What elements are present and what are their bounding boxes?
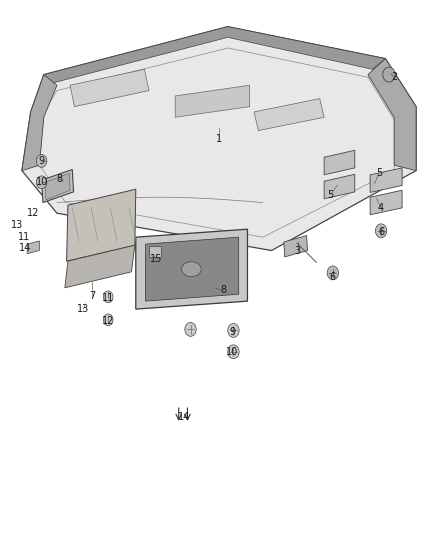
Circle shape xyxy=(36,155,47,167)
Ellipse shape xyxy=(182,262,201,277)
Text: 13: 13 xyxy=(77,304,89,314)
Polygon shape xyxy=(44,27,385,85)
Circle shape xyxy=(383,67,395,82)
Polygon shape xyxy=(254,99,324,131)
Bar xyxy=(149,246,161,257)
Text: 10: 10 xyxy=(35,177,48,187)
Text: 11: 11 xyxy=(18,232,30,242)
Text: 3: 3 xyxy=(295,246,301,255)
Polygon shape xyxy=(70,69,149,107)
Text: 2: 2 xyxy=(391,72,397,82)
Text: 9: 9 xyxy=(229,327,235,336)
Polygon shape xyxy=(370,190,402,215)
Polygon shape xyxy=(370,168,402,192)
Text: 14: 14 xyxy=(178,412,190,422)
Circle shape xyxy=(228,324,239,337)
Text: 5: 5 xyxy=(328,190,334,199)
Polygon shape xyxy=(136,229,247,309)
Text: 1: 1 xyxy=(216,134,222,143)
Polygon shape xyxy=(22,75,57,171)
Text: 10: 10 xyxy=(226,347,238,357)
Text: 8: 8 xyxy=(220,286,226,295)
Polygon shape xyxy=(175,85,250,117)
Text: 12: 12 xyxy=(27,208,39,218)
Circle shape xyxy=(228,345,239,359)
Polygon shape xyxy=(324,150,355,175)
Polygon shape xyxy=(67,189,136,261)
Text: 6: 6 xyxy=(378,227,384,237)
Text: 13: 13 xyxy=(11,220,24,230)
Polygon shape xyxy=(65,245,135,288)
Text: 5: 5 xyxy=(376,168,382,178)
Text: 8: 8 xyxy=(56,174,62,183)
Polygon shape xyxy=(145,237,239,301)
Polygon shape xyxy=(45,173,70,200)
Polygon shape xyxy=(368,59,416,171)
Text: 9: 9 xyxy=(39,156,45,166)
Polygon shape xyxy=(324,174,355,199)
Circle shape xyxy=(36,176,47,189)
Polygon shape xyxy=(27,241,39,254)
Text: 15: 15 xyxy=(150,254,162,263)
Text: 7: 7 xyxy=(89,291,95,301)
Polygon shape xyxy=(22,27,416,251)
Text: 14: 14 xyxy=(19,243,32,253)
Circle shape xyxy=(103,314,113,326)
Text: 12: 12 xyxy=(102,316,114,326)
Text: 6: 6 xyxy=(330,272,336,282)
Circle shape xyxy=(327,266,339,280)
Polygon shape xyxy=(284,236,307,257)
Text: 4: 4 xyxy=(378,203,384,213)
Circle shape xyxy=(103,291,113,303)
Circle shape xyxy=(185,322,196,336)
Polygon shape xyxy=(42,169,74,203)
Circle shape xyxy=(375,224,387,238)
Text: 11: 11 xyxy=(102,294,114,303)
